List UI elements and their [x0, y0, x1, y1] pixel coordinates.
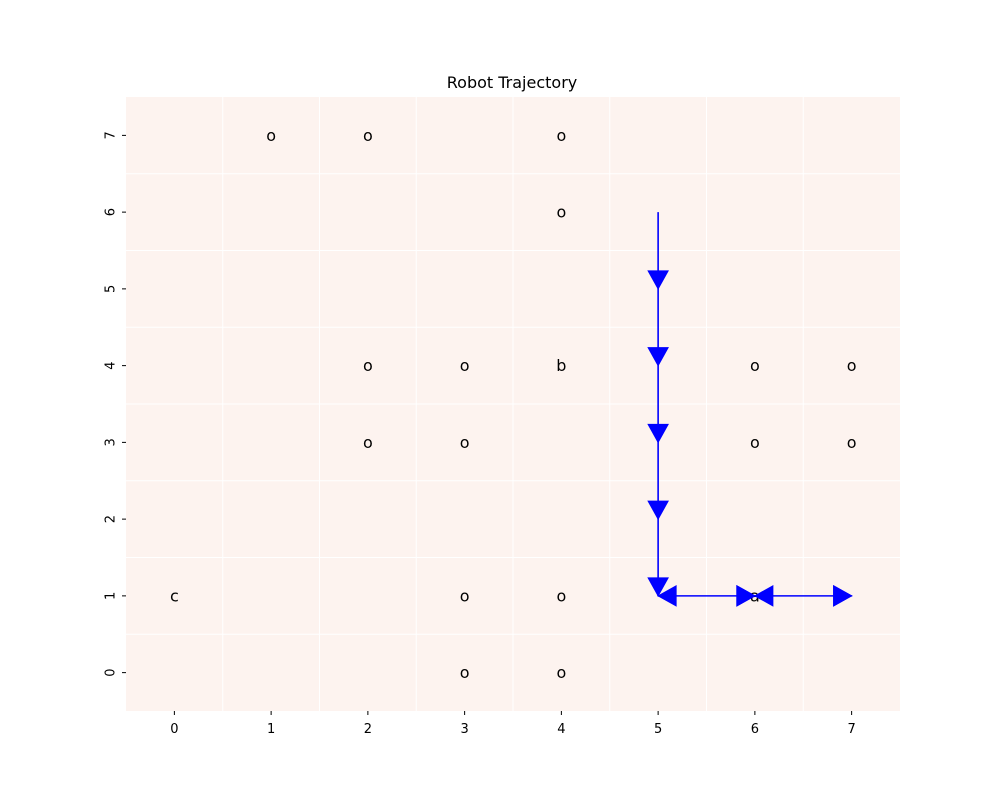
trajectory-arrowhead — [647, 270, 669, 290]
cell-label-o: o — [363, 126, 373, 145]
cell-label-o: o — [266, 126, 276, 145]
y-tick-label: 0 — [104, 668, 119, 676]
x-tick-label: 1 — [267, 722, 275, 737]
x-tick-label: 3 — [460, 722, 468, 737]
y-tick-label: 7 — [104, 131, 119, 139]
cell-label-c: c — [170, 586, 179, 605]
cell-label-o: o — [556, 203, 566, 222]
cell-label-o: o — [556, 663, 566, 682]
cell-label-o: o — [460, 663, 470, 682]
cell-label-o: o — [847, 433, 857, 452]
cell-labels: ooooooboooooocooaoo — [170, 126, 857, 682]
cell-label-o: o — [460, 433, 470, 452]
trajectory-arrowhead — [647, 423, 669, 444]
chart-title: Robot Trajectory — [447, 73, 578, 92]
x-tick-label: 7 — [847, 722, 855, 737]
cell-label-o: o — [750, 433, 760, 452]
trajectory-arrowhead — [736, 585, 756, 607]
cell-label-o: o — [363, 433, 373, 452]
x-tick-label: 5 — [654, 722, 662, 737]
cell-label-o: o — [460, 356, 470, 375]
trajectory-arrowhead — [647, 347, 669, 367]
cell-label-o: o — [750, 356, 760, 375]
trajectory-arrowhead — [753, 585, 774, 607]
y-tick-label: 3 — [104, 438, 119, 446]
cell-label-o: o — [363, 356, 373, 375]
y-axis: 0 1 2 3 4 5 6 7 — [104, 131, 126, 677]
trajectory-path — [647, 212, 853, 607]
x-tick-label: 4 — [557, 722, 565, 737]
cell-label-o: o — [556, 586, 566, 605]
trajectory-arrowhead — [833, 585, 853, 607]
y-tick-label: 1 — [104, 592, 119, 600]
trajectory-arrowhead — [647, 577, 669, 597]
x-axis: 0 1 2 3 4 5 6 7 — [170, 711, 856, 737]
cell-label-o: o — [847, 356, 857, 375]
y-tick-label: 5 — [104, 285, 119, 293]
cell-label-o: o — [556, 126, 566, 145]
y-tick-label: 4 — [104, 361, 119, 369]
x-tick-label: 0 — [170, 722, 178, 737]
cell-label-b: b — [556, 356, 566, 375]
trajectory-arrowhead — [657, 585, 677, 607]
y-tick-label: 2 — [104, 515, 119, 523]
cell-label-o: o — [460, 586, 470, 605]
grid-lines — [126, 97, 900, 711]
x-tick-label: 2 — [364, 722, 372, 737]
trajectory-arrowhead — [647, 500, 669, 521]
x-tick-label: 6 — [751, 722, 759, 737]
y-tick-label: 6 — [104, 208, 119, 216]
